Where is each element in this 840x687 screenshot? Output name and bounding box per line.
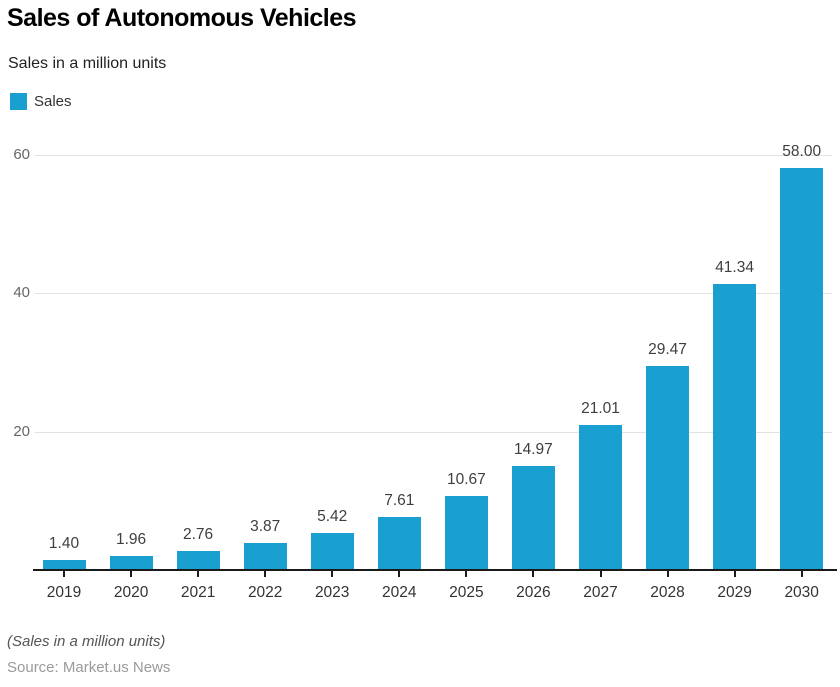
x-axis-label-2027: 2027 (583, 584, 618, 601)
data-label-2021: 2.76 (183, 525, 214, 543)
data-label-2024: 7.61 (384, 492, 415, 510)
bar-2021 (176, 550, 220, 570)
x-axis-tick (264, 571, 267, 577)
bar-2020 (109, 556, 153, 570)
bar-2023 (310, 532, 354, 570)
data-label-2022: 3.87 (250, 518, 281, 536)
data-label-2019: 1.40 (48, 535, 80, 553)
legend: Sales (10, 93, 72, 110)
bar-2019 (42, 560, 86, 570)
data-label-2020: 1.96 (116, 531, 147, 549)
x-axis-tick (130, 571, 133, 577)
x-axis-tick (666, 571, 669, 577)
x-axis-label-2023: 2023 (314, 584, 350, 601)
x-axis-tick (197, 571, 200, 577)
data-label-2029: 41.34 (715, 258, 754, 276)
bar-2028 (646, 365, 689, 570)
bar-2025 (444, 496, 488, 570)
x-axis-tick (398, 571, 401, 577)
bar-2024 (377, 517, 421, 570)
x-axis-tick (465, 571, 468, 577)
chart-source: Source: Market.us News (7, 659, 171, 676)
x-axis-label-2022: 2022 (247, 584, 283, 601)
chart-subtitle: Sales in a million units (8, 55, 167, 72)
legend-swatch-icon (10, 93, 27, 110)
data-label-2025: 10.67 (446, 471, 486, 489)
x-axis-label-2019: 2019 (46, 584, 82, 601)
legend-label: Sales (34, 93, 72, 110)
data-label-2027: 21.01 (581, 399, 620, 417)
bar-2027 (579, 424, 622, 570)
gridline-y-20 (35, 431, 832, 433)
bar-2022 (243, 543, 287, 570)
y-axis-tick-label: 20 (13, 422, 30, 440)
x-axis-label-2024: 2024 (382, 584, 417, 601)
x-axis-label-2025: 2025 (449, 584, 484, 601)
bar-2026 (511, 466, 555, 570)
x-axis-label-2029: 2029 (717, 584, 752, 601)
data-label-2023: 5.42 (317, 507, 348, 525)
x-axis-tick (331, 571, 334, 577)
data-label-2030: 58.00 (782, 143, 822, 161)
x-axis-label-2021: 2021 (180, 584, 216, 601)
legend-item-sales[interactable]: Sales (10, 93, 72, 110)
x-axis-label-2030: 2030 (784, 584, 819, 601)
bar-2029 (713, 283, 757, 570)
x-axis-tick (532, 571, 535, 577)
chart-title: Sales of Autonomous Vehicles (7, 4, 357, 32)
y-axis-tick-label: 40 (13, 284, 30, 301)
x-axis-line (33, 569, 837, 571)
x-axis-tick (800, 571, 803, 577)
x-axis-label-2026: 2026 (516, 584, 551, 601)
x-axis-label-2028: 2028 (650, 584, 685, 601)
gridline-y-60 (35, 154, 832, 156)
x-axis-label-2020: 2020 (113, 584, 149, 601)
data-label-2028: 29.47 (648, 340, 687, 358)
y-axis-tick-label: 60 (13, 145, 30, 163)
chart-footnote: (Sales in a million units) (7, 633, 166, 650)
x-axis-tick (733, 571, 736, 577)
gridline-y-40 (35, 293, 832, 294)
x-axis-tick (63, 571, 65, 577)
bar-2030 (780, 168, 824, 570)
x-axis-tick (599, 571, 602, 577)
data-label-2026: 14.97 (513, 441, 553, 459)
